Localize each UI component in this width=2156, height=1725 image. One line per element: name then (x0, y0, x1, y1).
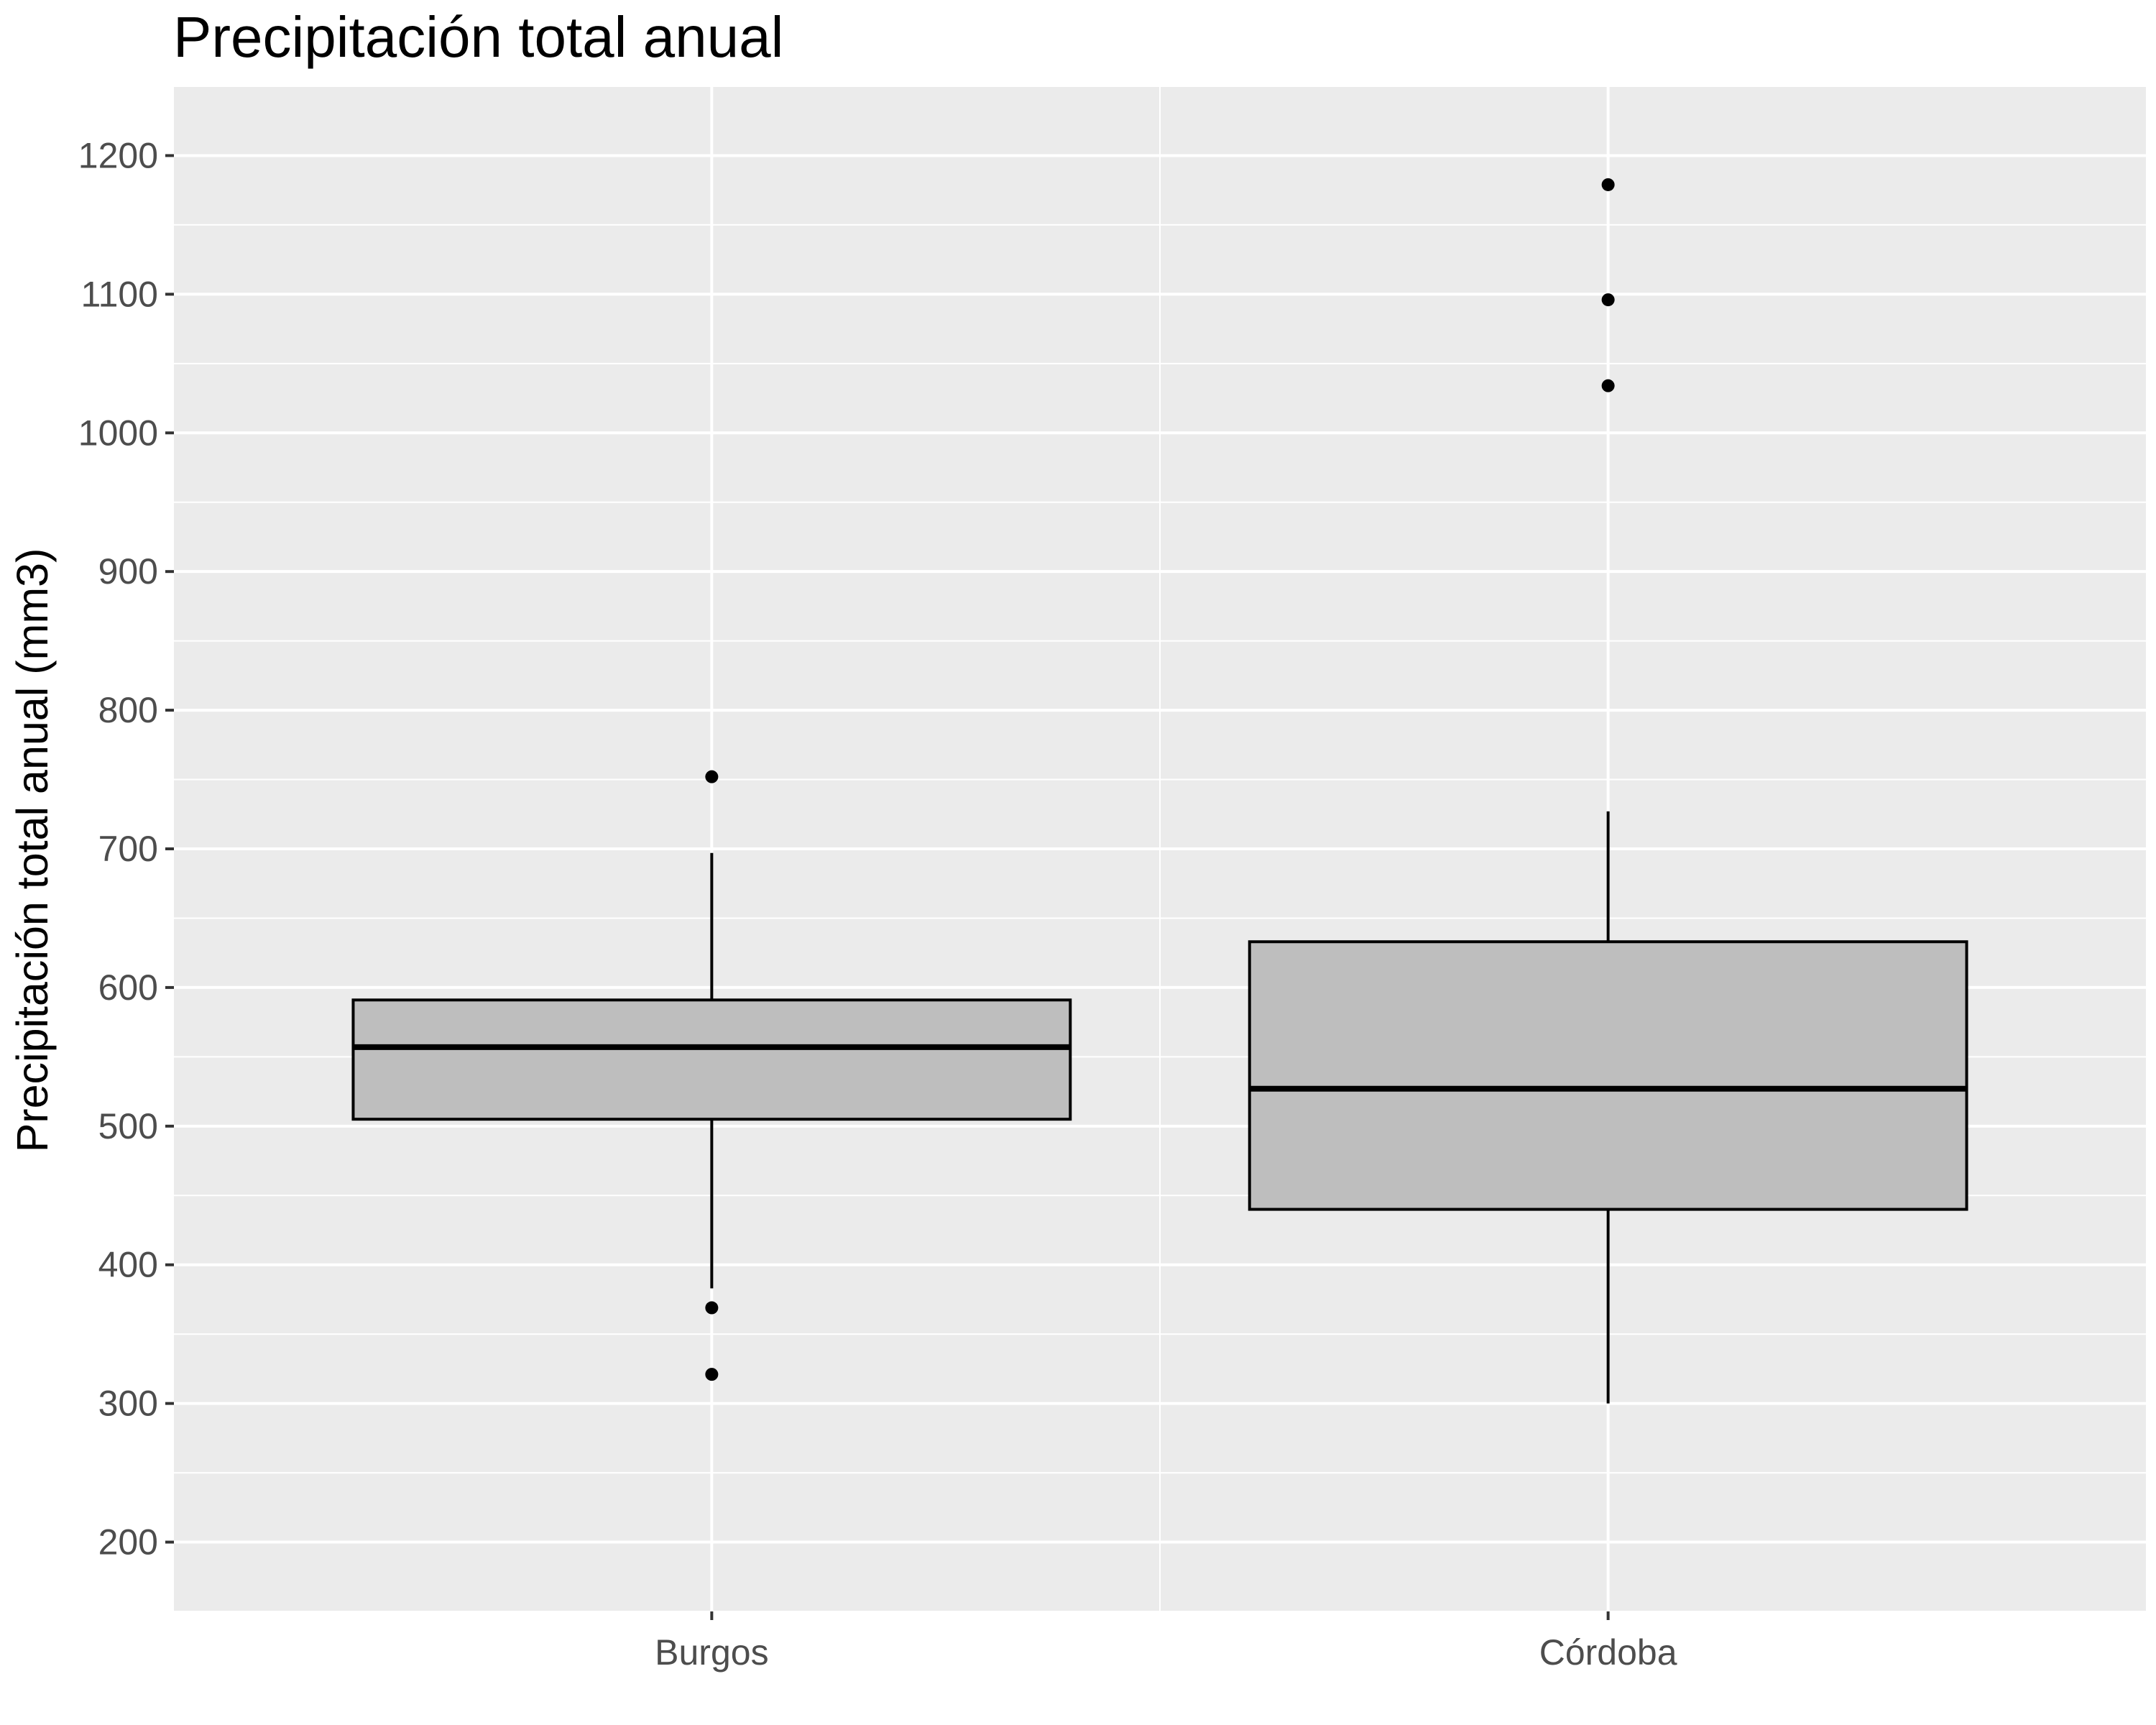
iqr-box (1248, 940, 1968, 1211)
x-tick-label: Córdoba (1539, 1632, 1677, 1673)
y-tick-label: 500 (98, 1106, 158, 1146)
box-córdoba (1248, 178, 1968, 1404)
y-tick-label: 300 (98, 1384, 158, 1424)
iqr-box (351, 998, 1072, 1121)
y-axis: 200 300 400 500 600 700 800 900 1000 1100 1200 (78, 135, 174, 1563)
boxes-layer (351, 178, 1968, 1404)
box-burgos (351, 770, 1072, 1381)
y-tick-label: 1200 (78, 135, 158, 175)
outlier-point (1601, 178, 1615, 191)
outlier-point (1601, 379, 1615, 392)
x-axis: Burgos Córdoba (655, 1611, 1677, 1673)
x-tick-label: Burgos (655, 1632, 768, 1673)
outlier-point (705, 1301, 719, 1315)
y-tick-label: 1000 (78, 413, 158, 453)
y-tick-label: 800 (98, 690, 158, 730)
y-tick-label: 200 (98, 1522, 158, 1563)
chart-title: Precipitación total anual (173, 5, 784, 69)
y-tick-label: 700 (98, 829, 158, 869)
outlier-point (705, 1368, 719, 1381)
y-tick-label: 1100 (80, 274, 158, 314)
outlier-point (1601, 293, 1615, 307)
y-tick-label: 900 (98, 551, 158, 592)
y-tick-label: 400 (98, 1245, 158, 1285)
outlier-point (705, 770, 719, 783)
y-tick-label: 600 (98, 967, 158, 1008)
y-axis-title: Precipitación total anual (mm3) (8, 548, 57, 1153)
